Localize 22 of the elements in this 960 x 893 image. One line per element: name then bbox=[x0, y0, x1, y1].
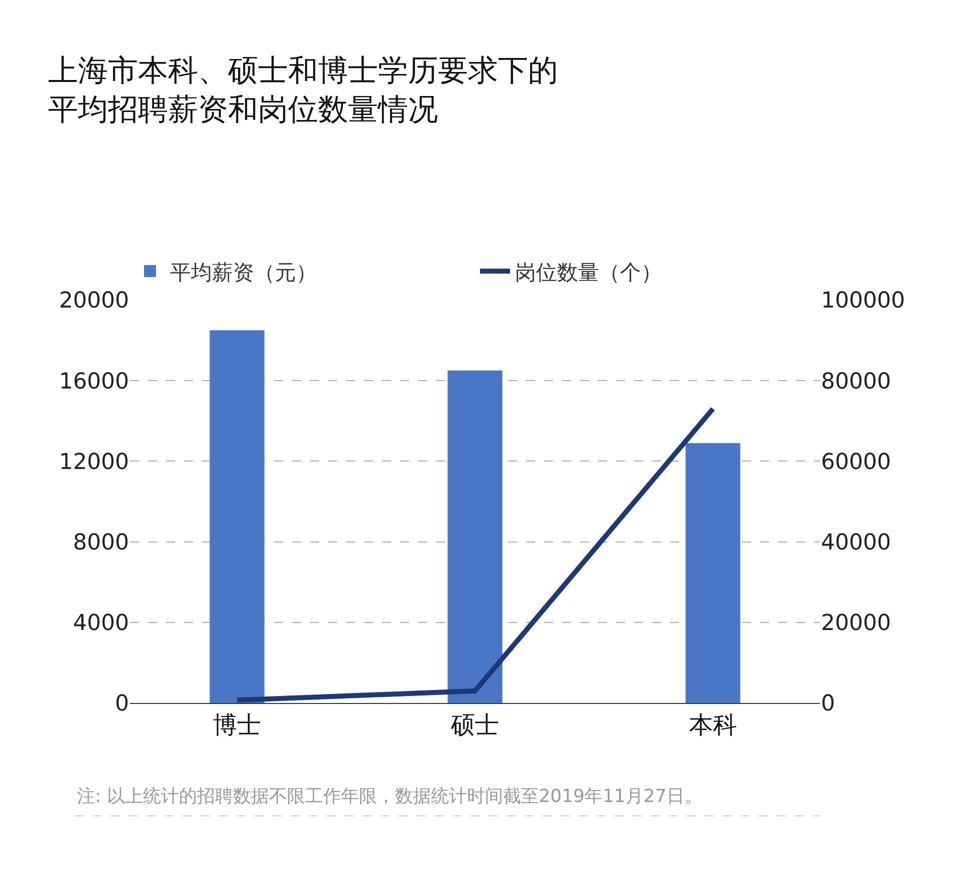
y2-tick-label: 100000 bbox=[821, 288, 905, 314]
bar bbox=[448, 370, 502, 703]
legend-label: 岗位数量（个） bbox=[515, 260, 662, 284]
y-tick-label: 16000 bbox=[59, 369, 129, 394]
x-tick-label: 本科 bbox=[688, 710, 737, 739]
y2-tick-label: 40000 bbox=[821, 530, 891, 556]
y-tick-label: 4000 bbox=[73, 611, 129, 636]
y2-tick-label: 80000 bbox=[821, 369, 891, 394]
x-tick-label: 硕士 bbox=[450, 710, 499, 739]
chart-title: 上海市本科、硕士和博士学历要求下的平均招聘薪资和岗位数量情况 bbox=[48, 53, 558, 128]
y-tick-label: 0 bbox=[115, 692, 129, 717]
y-tick-label: 20000 bbox=[59, 288, 129, 314]
y-tick-label: 12000 bbox=[59, 450, 129, 475]
y2-tick-label: 0 bbox=[821, 692, 835, 717]
y2-tick-label: 20000 bbox=[821, 611, 891, 636]
x-tick-label: 博士 bbox=[213, 710, 262, 739]
bar bbox=[210, 330, 264, 703]
text: 注: 以上统计的招聘数据不限工作年限，数据统计时间截至2019年11月27日。 bbox=[77, 786, 702, 807]
y-tick-label: 8000 bbox=[73, 530, 129, 556]
bar bbox=[686, 443, 740, 703]
legend-label: 平均薪资（元） bbox=[170, 260, 317, 284]
y2-tick-label: 60000 bbox=[821, 450, 891, 475]
